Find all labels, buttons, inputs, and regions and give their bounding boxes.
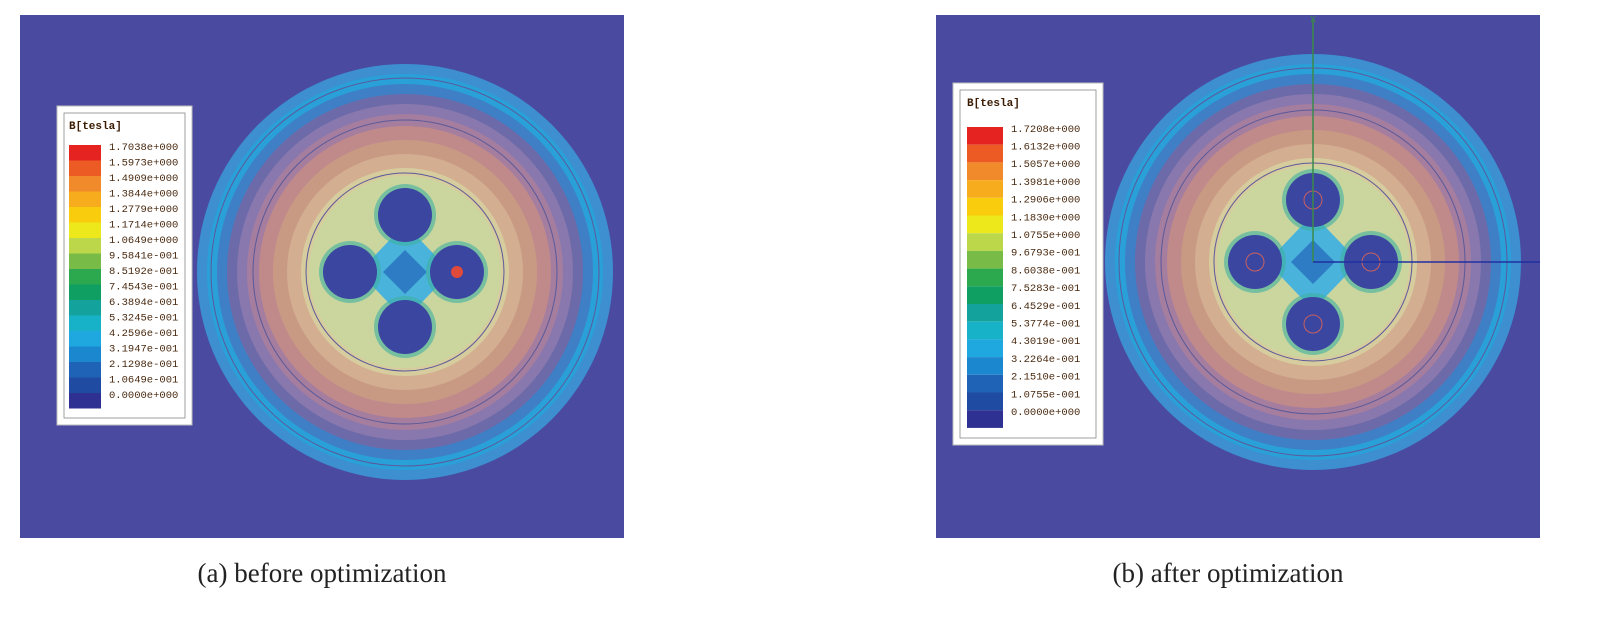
legend-swatch <box>967 180 1003 198</box>
legend-swatch <box>967 197 1003 216</box>
conductor <box>451 266 463 278</box>
legend: B[tesla] 1.7208e+000 1.6132e+000 1.5057e+00… <box>952 82 1104 446</box>
legend-label: 4.3019e-001 <box>1011 336 1080 348</box>
outline <box>210 77 600 467</box>
legend-label: 6.3894e-001 <box>109 297 178 309</box>
legend-label: 1.2906e+000 <box>1011 195 1080 207</box>
caption: (a) before optimization <box>198 558 447 588</box>
legend-label: 9.6793e-001 <box>1011 248 1080 260</box>
legend-label: 7.4543e-001 <box>109 281 178 293</box>
legend-label: 1.7208e+000 <box>1011 124 1080 136</box>
legend-label: 1.0649e+000 <box>109 235 178 247</box>
legend-swatch <box>69 238 101 254</box>
legend-swatch <box>967 250 1003 269</box>
legend-label: 2.1298e-001 <box>109 359 178 371</box>
legend-label: 6.4529e-001 <box>1011 301 1080 313</box>
legend-swatch <box>69 377 101 393</box>
legend-swatch <box>69 207 101 223</box>
legend-swatch <box>69 346 101 362</box>
conductor <box>1303 314 1323 334</box>
legend-swatch <box>967 127 1003 145</box>
legend-swatch <box>967 304 1003 322</box>
legend-label: 5.3774e-001 <box>1011 318 1080 330</box>
legend-label: 1.6132e+000 <box>1011 141 1080 153</box>
legend-label: 1.3981e+000 <box>1011 177 1080 189</box>
legend-frame <box>63 112 186 419</box>
legend-label: 3.2264e-001 <box>1011 354 1080 366</box>
outline <box>305 172 505 372</box>
legend-swatch <box>69 269 101 285</box>
legend-label: 2.1510e-001 <box>1011 372 1080 384</box>
legend-label: 0.0000e+000 <box>109 390 178 402</box>
legend-label: 1.1830e+000 <box>1011 212 1080 224</box>
legend-label: 8.6038e-001 <box>1011 265 1080 277</box>
legend-swatch <box>69 362 101 378</box>
legend-swatch <box>967 321 1003 340</box>
legend-swatch <box>69 160 101 176</box>
pole <box>323 245 377 299</box>
legend-label: 0.0000e+000 <box>1011 407 1080 419</box>
field-plot-a <box>20 15 624 538</box>
legend-label: 1.3844e+000 <box>109 188 178 200</box>
legend-label: 1.1714e+000 <box>109 219 178 231</box>
legend-swatch <box>967 144 1003 163</box>
legend-swatch <box>967 410 1003 428</box>
legend-swatch <box>967 357 1003 375</box>
legend-swatch <box>967 215 1003 234</box>
pole <box>378 300 432 354</box>
legend: B[tesla] 1.7038e+000 1.5973e+000 1.4909e+00… <box>56 105 193 426</box>
legend-label: 3.1947e-001 <box>109 343 178 355</box>
legend-label: 5.3245e-001 <box>109 312 178 324</box>
legend-swatch <box>967 286 1003 304</box>
conductor <box>1245 252 1265 272</box>
legend-label: 1.2779e+000 <box>109 204 178 216</box>
flux-cross-core <box>383 250 427 294</box>
legend-title: B[tesla] <box>69 121 122 133</box>
legend-swatch <box>69 222 101 238</box>
legend-label: 1.0755e+000 <box>1011 230 1080 242</box>
legend-swatch <box>967 392 1003 411</box>
legend-label: 9.5841e-001 <box>109 250 178 262</box>
legend-swatch <box>69 191 101 207</box>
legend-swatch <box>967 162 1003 181</box>
legend-swatch <box>69 331 101 347</box>
legend-swatch <box>69 176 101 192</box>
legend-swatch <box>69 300 101 316</box>
legend-swatch <box>69 315 101 331</box>
legend-swatch <box>967 268 1003 287</box>
legend-swatch <box>69 253 101 269</box>
legend-label: 1.5057e+000 <box>1011 159 1080 171</box>
legend-title: B[tesla] <box>967 98 1020 110</box>
axis-label: x <box>1310 14 1317 26</box>
legend-label: 1.5973e+000 <box>109 157 178 169</box>
legend-label: 1.4909e+000 <box>109 173 178 185</box>
legend-label: 1.0649e-001 <box>109 374 178 386</box>
pole <box>378 188 432 242</box>
legend-label: 1.7038e+000 <box>109 142 178 154</box>
legend-swatch <box>967 374 1003 393</box>
pole <box>1286 297 1340 351</box>
legend-swatch <box>69 393 101 409</box>
legend-label: 4.2596e-001 <box>109 328 178 340</box>
legend-swatch <box>967 233 1003 251</box>
pole <box>1228 235 1282 289</box>
legend-swatch <box>967 339 1003 358</box>
legend-swatch <box>69 284 101 300</box>
legend-label: 1.0755e-001 <box>1011 389 1080 401</box>
field-plot-b <box>936 15 1540 538</box>
outline <box>252 119 558 425</box>
legend-swatch <box>69 145 101 161</box>
legend-label: 8.5192e-001 <box>109 266 178 278</box>
caption: (b) after optimization <box>1113 558 1344 588</box>
legend-frame <box>959 89 1097 439</box>
legend-label: 7.5283e-001 <box>1011 283 1080 295</box>
